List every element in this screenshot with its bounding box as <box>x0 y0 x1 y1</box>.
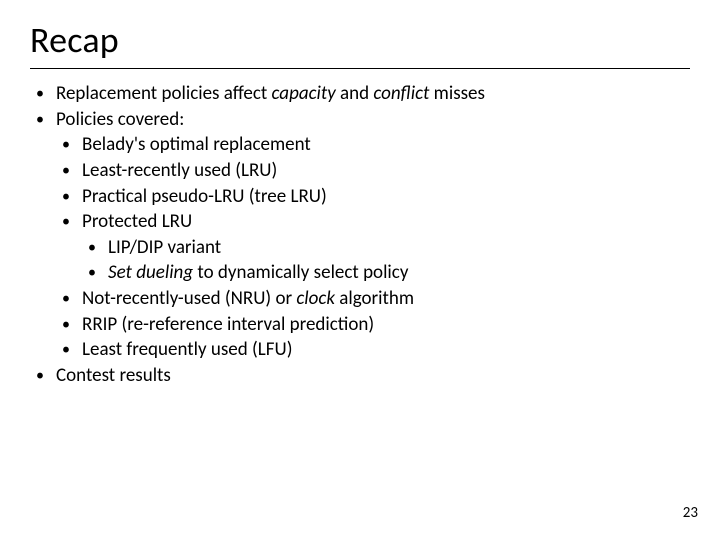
bullet-sub-item: Protected LRU <box>56 209 690 235</box>
bullet-subsub-item: Set dueling to dynamically select policy <box>82 260 690 286</box>
bullet-item: Replacement policies affect capacity and… <box>30 81 690 107</box>
text: and <box>336 82 374 105</box>
text: algorithm <box>335 287 414 310</box>
bullet-sub-item: Least frequently used (LFU) <box>56 337 690 363</box>
bullet-item: Contest results <box>30 363 690 389</box>
bullet-sub-item: Least-recently used (LRU) <box>56 158 690 184</box>
bullet-sub-item: Practical pseudo-LRU (tree LRU) <box>56 184 690 210</box>
text-italic: clock <box>296 287 335 310</box>
slide-title: Recap <box>30 18 690 62</box>
text: misses <box>429 82 485 105</box>
bullet-sub-item: RRIP (re-reference interval prediction) <box>56 312 690 338</box>
title-divider: Recap <box>30 18 690 69</box>
bullet-subsub-item: LIP/DIP variant <box>82 235 690 261</box>
content-area: Replacement policies affect capacity and… <box>30 81 690 389</box>
page-number: 23 <box>683 504 698 522</box>
text: Replacement policies affect <box>56 82 272 105</box>
text-italic: conflict <box>373 82 429 105</box>
text-italic: Set dueling <box>108 261 193 284</box>
bullet-list: Replacement policies affect capacity and… <box>30 81 690 389</box>
bullet-sub-item: Belady's optimal replacement <box>56 132 690 158</box>
bullet-item: Policies covered: <box>30 107 690 133</box>
text: Not-recently-used (NRU) or <box>82 287 296 310</box>
text-italic: capacity <box>272 82 336 105</box>
slide: Recap Replacement policies affect capaci… <box>0 0 720 540</box>
bullet-sub-item: Not-recently-used (NRU) or clock algorit… <box>56 286 690 312</box>
text: to dynamically select policy <box>193 261 408 284</box>
